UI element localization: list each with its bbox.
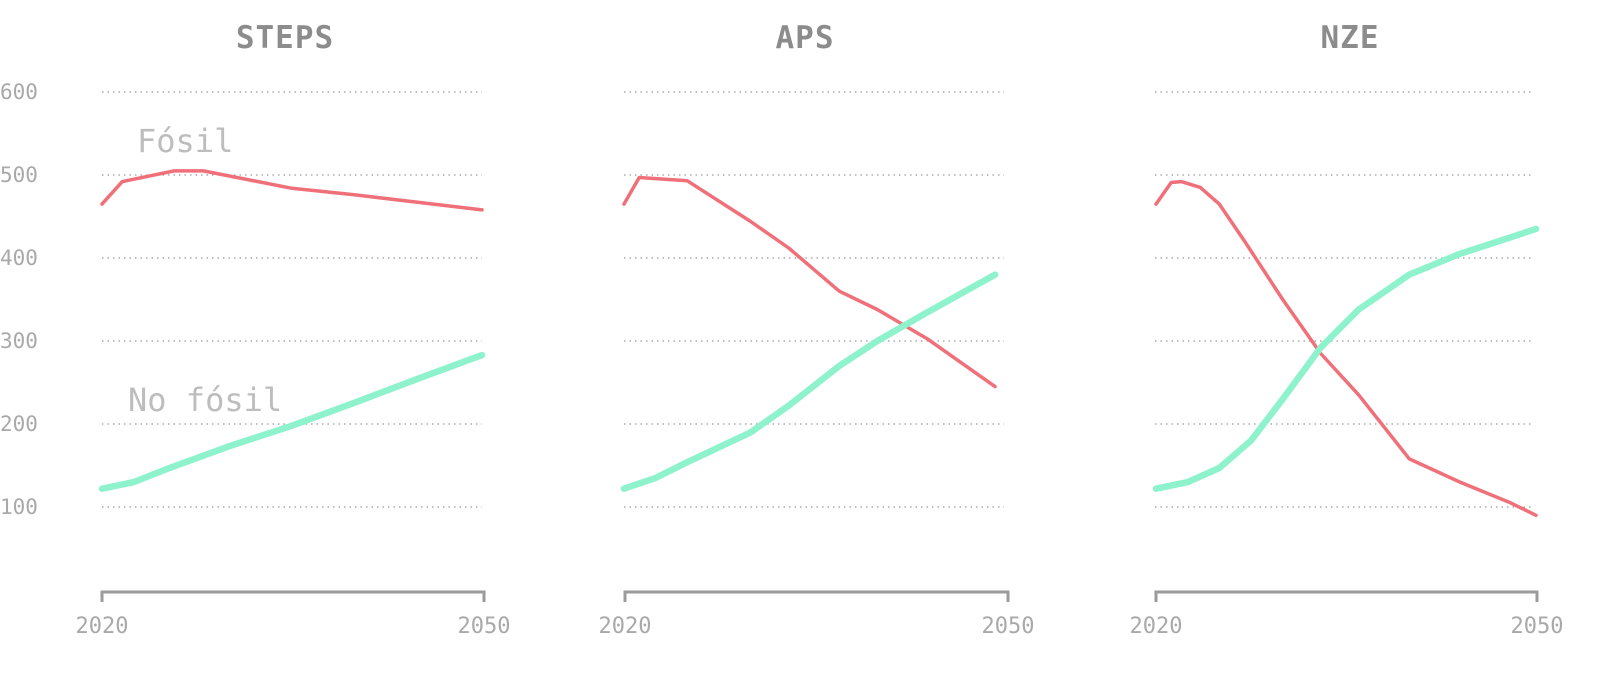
y-tick-label: 600: [0, 80, 38, 104]
x-tick-label: 2050: [1511, 614, 1564, 639]
x-tick-label: 2020: [1130, 614, 1183, 639]
y-tick-label: 100: [0, 495, 38, 519]
series-line-non-fossil: [1152, 225, 1540, 492]
panel-nze: NZE 2020 2050: [1130, 20, 1564, 639]
x-tick-label: 2020: [599, 614, 652, 639]
series-line-fossil: [100, 169, 484, 212]
series-line-non-fossil: [620, 271, 999, 492]
x-axis: [623, 590, 1010, 602]
x-tick-label: 2050: [458, 614, 511, 639]
series-line-non-fossil: [98, 351, 486, 492]
y-tick-label: 400: [0, 246, 38, 270]
series-line-fossil: [1154, 179, 1538, 518]
series-line-fossil: [622, 175, 997, 389]
panel-title: STEPS: [236, 20, 334, 56]
x-axis: [100, 590, 486, 602]
panel-steps: STEPS 100 200 300 400 500 600 2020 2050 Fósil No f…: [0, 20, 510, 639]
x-tick-label: 2020: [76, 614, 129, 639]
y-tick-label: 200: [0, 412, 38, 436]
panel-aps: APS 2020 2050: [599, 20, 1035, 639]
x-axis: [1154, 590, 1539, 602]
y-tick-label: 500: [0, 163, 38, 187]
series-label: Fósil: [137, 122, 233, 160]
series-label: No fósil: [128, 381, 282, 419]
x-tick-label: 2050: [982, 614, 1035, 639]
panel-title: NZE: [1321, 20, 1380, 56]
panel-title: APS: [776, 20, 835, 56]
y-tick-label: 300: [0, 329, 38, 353]
